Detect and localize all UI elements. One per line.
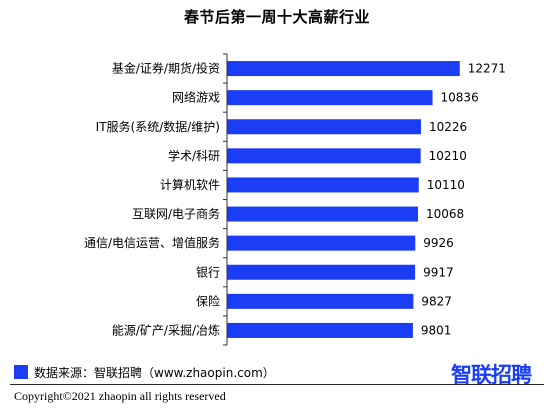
- category-label: 网络游戏: [172, 90, 220, 105]
- category-label: IT服务(系统/数据/维护): [96, 119, 220, 134]
- bar: [227, 235, 416, 251]
- data-source: 数据来源：智联招聘（www.zhaopin.com）: [14, 364, 275, 380]
- value-label: 10068: [426, 207, 464, 221]
- bar: [227, 119, 421, 135]
- bar: [227, 206, 418, 222]
- source-text: 数据来源：智联招聘（www.zhaopin.com）: [34, 365, 275, 380]
- category-label: 计算机软件: [160, 177, 220, 192]
- bar-chart: 基金/证券/期货/投资 12271 网络游戏 10836 IT服务(系统/数据/维护) 1…: [84, 53, 506, 346]
- category-label: 通信/电信运营、增值服务: [84, 235, 220, 250]
- category-label: 学术/科研: [168, 148, 220, 163]
- bar: [227, 177, 419, 193]
- source-swatch: [14, 365, 28, 379]
- bar: [227, 264, 416, 280]
- value-label: 10210: [429, 149, 467, 163]
- chart-title: 春节后第一周十大高薪行业: [183, 8, 370, 26]
- footer-divider: [10, 384, 544, 385]
- value-label: 9917: [423, 265, 454, 279]
- category-label: 能源/矿产/采掘/冶炼: [112, 322, 220, 337]
- bar: [227, 293, 414, 309]
- bar: [227, 322, 413, 338]
- value-label: 10836: [441, 91, 479, 105]
- category-label: 银行: [196, 265, 220, 279]
- bar: [227, 148, 421, 164]
- value-label: 10226: [429, 120, 467, 134]
- value-label: 12271: [468, 62, 506, 76]
- bar: [227, 90, 433, 106]
- category-label: 互联网/电子商务: [132, 206, 220, 221]
- value-label: 9801: [421, 323, 452, 337]
- category-label: 保险: [196, 293, 220, 308]
- value-label: 10110: [427, 178, 465, 192]
- value-label: 9827: [421, 294, 452, 308]
- copyright-text: Copyright©2021 zhaopin all rights reserv…: [14, 389, 226, 403]
- category-label: 基金/证券/期货/投资: [112, 61, 220, 76]
- bar: [227, 61, 460, 77]
- zhaopin-logo: 智联招聘: [451, 363, 532, 387]
- value-label: 9926: [423, 236, 454, 250]
